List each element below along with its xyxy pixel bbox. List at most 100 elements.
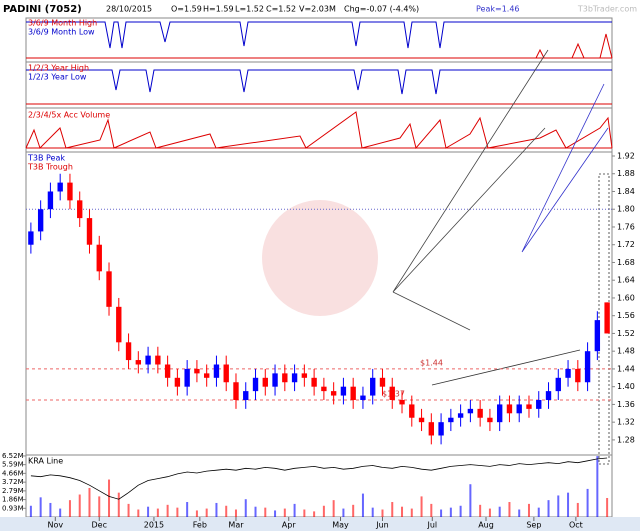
x-tick-label: Dec <box>92 521 107 530</box>
candle-body <box>330 391 337 396</box>
indicator-line <box>26 21 612 49</box>
volume-bar <box>156 508 159 517</box>
x-tick-label: Jul <box>426 521 437 530</box>
volume-bar <box>586 488 589 517</box>
volume-bar <box>410 508 413 517</box>
volume-bar <box>98 496 101 517</box>
header-high: H=1.59 <box>203 5 234 14</box>
y-tick-label: 1.60 <box>617 293 635 302</box>
candle-body <box>67 182 73 201</box>
y-tick-label: 1.36 <box>617 400 635 409</box>
volume-bar <box>293 503 296 517</box>
candle-body <box>213 364 220 378</box>
volume-bar <box>254 506 257 517</box>
panel-label: 1/2/3 Year Low <box>28 73 87 82</box>
candle-body <box>526 404 532 409</box>
x-tick-label: May <box>332 521 349 530</box>
indicator-panels: 3/6/9 Month High 3/6/9 Month Low 1/2/3 Y… <box>25 17 613 153</box>
candle-body <box>399 399 405 405</box>
y-tick-label: 1.64 <box>617 276 635 285</box>
candle-body <box>448 417 454 423</box>
candle-body <box>487 417 493 423</box>
x-axis-band <box>0 517 640 531</box>
volume-bar <box>78 494 81 517</box>
volume-bar <box>537 507 540 517</box>
volume-bar <box>479 504 482 517</box>
volume-bar <box>508 502 511 517</box>
chart-title: PADINI (7052) <box>3 4 82 15</box>
candle-body <box>194 368 200 374</box>
volume-bar <box>68 500 71 517</box>
volume-bar <box>137 509 140 517</box>
y-tick-label: 1.92 <box>617 151 635 160</box>
candle-body <box>57 182 63 192</box>
y-tick-label: 1.88 <box>617 169 635 178</box>
volume-bar <box>205 508 208 517</box>
candle-body <box>116 306 122 343</box>
volume-bar <box>449 507 452 517</box>
y2-tick-label: 2.79M <box>2 487 24 495</box>
volume-bar <box>29 505 32 517</box>
candle-body <box>350 386 356 400</box>
logo-circle <box>262 200 378 316</box>
candle-body <box>516 404 522 414</box>
volume-bar <box>274 510 277 517</box>
volume-bar <box>166 504 169 517</box>
x-tick-label: Apr <box>282 521 297 530</box>
panel-label: 1/2/3 Year High <box>28 64 89 73</box>
candle-body <box>379 377 386 387</box>
candle-body <box>155 355 161 365</box>
kra-line <box>30 457 608 500</box>
header-date: 28/10/2015 <box>106 5 152 14</box>
legend-trough: T3B Trough <box>27 163 73 172</box>
x-tick-label: Aug <box>478 521 494 530</box>
candle-body <box>575 368 581 383</box>
volume-bar <box>371 507 374 517</box>
candle-body <box>86 218 93 245</box>
candle-body <box>47 191 54 210</box>
candle-body <box>262 377 268 387</box>
y-tick-label: 1.56 <box>617 311 635 320</box>
x-tick-label: Mar <box>228 521 244 530</box>
volume-bar <box>576 502 579 517</box>
candle-body <box>282 373 288 383</box>
candle-body <box>584 351 591 383</box>
volume-bar <box>498 506 501 517</box>
trend-line <box>431 349 581 386</box>
volume-bar <box>176 507 179 517</box>
candle-body <box>467 408 474 414</box>
candle-body <box>555 377 561 392</box>
header-volume: V=2.03M <box>299 5 336 14</box>
volume-bar <box>264 507 267 517</box>
volume-bar <box>88 487 91 517</box>
candle-body <box>28 231 34 245</box>
candle-body <box>164 364 171 378</box>
candle-body <box>272 373 278 387</box>
y2-tick-label: 1.86M <box>2 496 24 504</box>
candle-body <box>311 377 317 387</box>
candle-body <box>174 377 181 387</box>
y-tick-label: 1.52 <box>617 329 635 338</box>
volume-bar <box>567 492 570 517</box>
y-tick-label: 1.28 <box>617 435 635 444</box>
volume-bar <box>557 495 560 517</box>
volume-bar <box>117 492 120 517</box>
volume-bar <box>440 509 443 517</box>
candle-body <box>203 373 210 378</box>
y-tick-label: 1.80 <box>617 205 635 214</box>
volume-bar <box>420 496 423 517</box>
volume-bar <box>39 497 42 517</box>
candle-body <box>106 271 112 307</box>
candle-body <box>496 404 503 423</box>
candle-body <box>233 382 239 400</box>
volume-bar <box>195 510 198 517</box>
volume-bar <box>215 502 218 517</box>
volume-bar <box>596 456 599 517</box>
volume-bar <box>606 497 609 517</box>
volume-bar <box>313 511 316 517</box>
volume-bar <box>342 508 345 517</box>
volume-bar <box>322 505 325 517</box>
candle-body <box>506 404 513 414</box>
candle-body <box>135 360 142 365</box>
